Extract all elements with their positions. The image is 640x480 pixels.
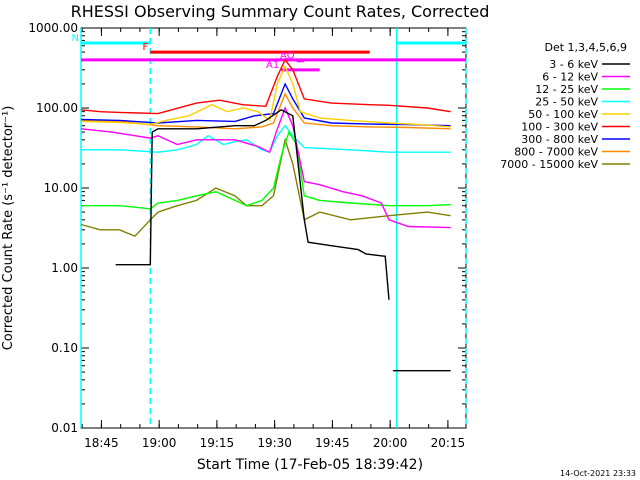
series-line <box>80 106 451 229</box>
legend-label: 3 - 6 keV <box>549 58 598 71</box>
x-tick-label: 19:00 <box>142 436 177 450</box>
y-axis-label: Corrected Count Rate (s⁻¹ detector⁻¹) <box>1 106 16 351</box>
flag-label: A1 <box>266 60 279 71</box>
flag-label: N <box>72 33 79 44</box>
flag-label: F <box>143 42 149 53</box>
series-line <box>80 82 451 127</box>
flag-label: AO <box>280 51 295 62</box>
y-tick-label: 0.01 <box>51 421 78 435</box>
series-line <box>81 124 451 154</box>
y-tick-label: 10.00 <box>44 181 78 195</box>
legend-label: 12 - 25 keV <box>535 83 598 96</box>
y-tick-label: 0.10 <box>51 341 78 355</box>
legend-label: 7000 - 15000 keV <box>500 158 598 171</box>
legend-title: Det 1,3,4,5,6,9 <box>544 41 627 54</box>
footer-timestamp: 14-Oct-2021 23:33 <box>560 469 636 478</box>
series-line <box>80 64 451 128</box>
x-tick-label: 19:30 <box>257 436 292 450</box>
legend-label: 300 - 800 keV <box>521 133 598 146</box>
y-tick-label: 1.00 <box>51 261 78 275</box>
series-line <box>81 130 451 210</box>
legend-label: 100 - 300 keV <box>521 121 598 134</box>
legend-label: 50 - 100 keV <box>528 108 598 121</box>
x-tick-label: 18:45 <box>84 436 119 450</box>
x-tick-label: 19:15 <box>200 436 235 450</box>
legend-label: 800 - 7000 keV <box>514 146 598 159</box>
y-tick-label: 100.00 <box>36 101 78 115</box>
chart-title: RHESSI Observing Summary Count Rates, Co… <box>71 2 490 21</box>
x-tick-label: 20:15 <box>431 436 466 450</box>
x-tick-label: 20:00 <box>373 436 408 450</box>
series-line <box>80 92 451 130</box>
series-line <box>115 108 451 372</box>
series-line <box>80 58 451 115</box>
x-axis-label: Start Time (17-Feb-05 18:39:42) <box>197 457 423 473</box>
legend-label: 6 - 12 keV <box>542 71 598 84</box>
x-tick-label: 19:45 <box>315 436 350 450</box>
legend-label: 25 - 50 keV <box>535 96 598 109</box>
y-tick-label: 1000.00 <box>28 21 78 35</box>
